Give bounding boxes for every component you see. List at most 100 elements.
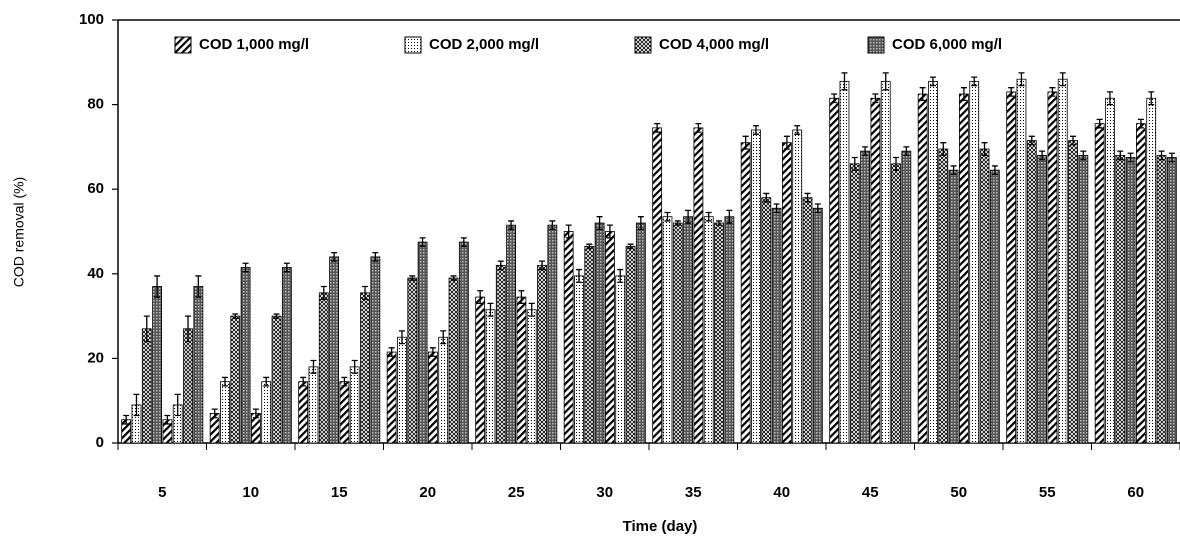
- x-tick-label: 35: [685, 484, 702, 501]
- bar: [615, 275, 626, 444]
- error-bar: [440, 330, 447, 345]
- bar: [989, 169, 1000, 444]
- error-bar: [950, 165, 957, 176]
- bar: [584, 245, 595, 444]
- bar: [537, 264, 547, 444]
- bar: [1057, 78, 1068, 444]
- bar: [261, 381, 272, 444]
- bar: [849, 163, 860, 444]
- error-bar: [143, 315, 150, 343]
- bar: [829, 97, 840, 444]
- error-bar: [419, 237, 426, 247]
- x-tick-label: 55: [1039, 484, 1056, 501]
- legend-label: COD 4,000 mg/l: [659, 36, 769, 53]
- bar: [1068, 140, 1078, 444]
- bar: [839, 80, 850, 444]
- error-bar: [695, 122, 702, 133]
- bar: [271, 315, 282, 444]
- bar: [574, 275, 584, 444]
- error-bar: [1148, 91, 1155, 106]
- bar: [230, 315, 241, 444]
- bar: [329, 256, 339, 444]
- x-tick-label: 20: [419, 484, 436, 501]
- error-bar: [627, 243, 634, 250]
- error-bar: [674, 220, 681, 226]
- error-bar: [164, 414, 171, 425]
- error-bar: [1127, 152, 1134, 163]
- error-bar: [508, 220, 515, 231]
- error-bar: [195, 275, 202, 298]
- bar: [1026, 140, 1037, 444]
- bar: [761, 197, 772, 444]
- error-bar: [518, 290, 525, 305]
- error-bar: [1080, 150, 1087, 161]
- bar: [1006, 91, 1017, 444]
- bar: [1115, 154, 1126, 444]
- bar: [1136, 123, 1146, 444]
- error-bar: [794, 125, 801, 135]
- error-bar: [1158, 150, 1165, 161]
- bar: [438, 336, 449, 444]
- error-bar: [1049, 87, 1056, 97]
- bar: [360, 292, 370, 444]
- error-bar: [242, 262, 249, 273]
- bar: [1094, 123, 1105, 444]
- bar: [969, 80, 980, 444]
- bar: [1156, 154, 1167, 444]
- bar: [141, 328, 152, 444]
- error-bar: [1059, 72, 1066, 87]
- bar: [880, 80, 891, 444]
- error-bar: [596, 216, 603, 231]
- bar: [928, 80, 938, 444]
- bar: [1078, 154, 1089, 444]
- error-bar: [1008, 87, 1015, 97]
- y-tick-label: 80: [87, 96, 104, 113]
- bar: [349, 366, 360, 444]
- bar: [740, 142, 751, 444]
- error-bar: [232, 313, 239, 319]
- error-bar: [981, 142, 988, 157]
- bar: [339, 381, 350, 444]
- bar: [370, 256, 381, 444]
- error-bar: [300, 376, 307, 387]
- bar: [693, 127, 704, 444]
- bar: [220, 381, 230, 444]
- error-bar: [763, 192, 770, 203]
- bar: [428, 351, 438, 444]
- bar: [308, 366, 319, 444]
- error-bar: [283, 262, 290, 273]
- error-bar: [919, 87, 926, 102]
- error-bar: [460, 237, 467, 247]
- error-bar: [1106, 91, 1113, 106]
- error-bar: [1039, 150, 1046, 161]
- error-bar: [1070, 135, 1077, 146]
- error-bar: [814, 203, 821, 214]
- error-bar: [940, 142, 947, 157]
- y-tick-label: 20: [87, 349, 104, 366]
- error-bar: [211, 408, 218, 419]
- legend-label: COD 1,000 mg/l: [199, 36, 309, 53]
- error-bar: [637, 216, 644, 231]
- bar: [652, 127, 663, 444]
- error-bar: [726, 209, 733, 224]
- bar: [714, 222, 724, 444]
- error-bar: [154, 275, 161, 298]
- y-tick-label: 60: [87, 180, 104, 197]
- bar: [901, 150, 912, 444]
- error-bar: [351, 359, 358, 374]
- bar: [563, 231, 574, 444]
- bar: [802, 197, 813, 444]
- error-bar: [575, 268, 582, 283]
- error-bar: [252, 408, 259, 419]
- bar: [812, 207, 823, 444]
- error-bar: [409, 275, 416, 281]
- error-bar: [742, 135, 749, 150]
- legend-swatch: [404, 36, 422, 54]
- error-bar: [174, 393, 181, 417]
- bar: [891, 163, 901, 444]
- bar: [1146, 97, 1157, 444]
- error-bar: [872, 93, 879, 104]
- bar: [860, 150, 870, 444]
- bar: [448, 277, 459, 444]
